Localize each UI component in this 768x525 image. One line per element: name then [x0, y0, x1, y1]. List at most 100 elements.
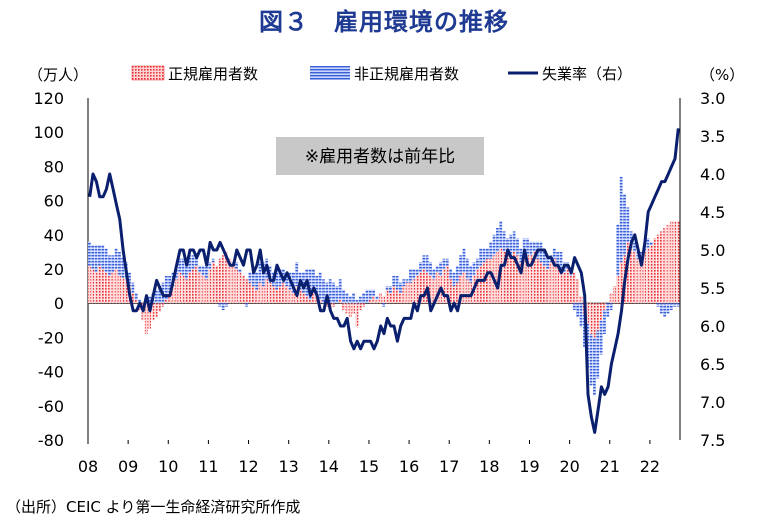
bar-nonregular [596, 330, 600, 379]
bar-nonregular [251, 272, 255, 287]
bar-nonregular [211, 258, 215, 263]
bar-regular [529, 255, 533, 304]
bar-nonregular [626, 207, 630, 242]
legend-label-regular: 正規雇用者数 [168, 65, 258, 83]
bar-nonregular [656, 303, 660, 307]
bar-nonregular [168, 275, 172, 293]
bar-nonregular [94, 245, 98, 273]
legend-label-nonregular: 非正規雇用者数 [354, 65, 459, 83]
bar-nonregular [198, 265, 202, 273]
bar-nonregular [245, 303, 248, 307]
bar-regular [402, 286, 406, 304]
annotation-box [276, 137, 484, 175]
bar-nonregular [342, 289, 345, 304]
x-tick-label: 15 [359, 457, 379, 476]
bar-nonregular [482, 248, 486, 263]
bar-nonregular [522, 238, 526, 259]
bar-regular [459, 275, 462, 304]
y-left-tick-label: 100 [33, 123, 64, 142]
bar-regular [429, 275, 432, 304]
bar-nonregular [174, 269, 178, 280]
bar-regular [164, 299, 168, 304]
bar-regular [261, 286, 265, 304]
bar-regular [596, 303, 600, 331]
bar-regular [258, 282, 262, 304]
bar-nonregular [529, 241, 533, 256]
x-tick-label: 22 [640, 457, 660, 476]
bar-regular [131, 292, 135, 304]
bar-regular [372, 296, 376, 304]
y-right-unit: （%） [700, 66, 744, 84]
bar-nonregular [201, 265, 205, 276]
bar-regular [174, 279, 178, 304]
bar-regular [666, 224, 670, 304]
y-right-tick-label: 4.5 [700, 203, 725, 222]
bar-regular [412, 279, 416, 304]
bar-regular [345, 303, 349, 314]
bar-nonregular [131, 282, 135, 293]
y-left-tick-label: 120 [33, 89, 64, 108]
bar-nonregular [101, 245, 105, 269]
bar-regular [586, 303, 590, 324]
bar-regular [479, 265, 483, 304]
bar-nonregular [128, 272, 131, 287]
bar-nonregular [646, 238, 650, 249]
unemployment-line [88, 128, 680, 434]
bar-regular [542, 265, 546, 304]
bar-regular [248, 282, 252, 304]
bar-nonregular [325, 282, 329, 304]
source-note: （出所）CEIC より第一生命経済研究所作成 [6, 498, 301, 516]
y-left-tick-label: 20 [44, 260, 64, 279]
bar-nonregular [603, 310, 606, 334]
bar-regular [616, 275, 620, 304]
y-right-tick-label: 3.0 [700, 89, 725, 108]
bar-nonregular [385, 286, 389, 290]
bar-regular [435, 272, 439, 304]
bar-nonregular [114, 248, 118, 269]
x-tick-label: 13 [278, 457, 298, 476]
bar-nonregular [593, 337, 596, 396]
bar-regular [101, 269, 105, 304]
bar-regular [626, 241, 630, 304]
bar-regular [255, 289, 258, 304]
bar-regular [275, 289, 279, 304]
bar-nonregular [355, 299, 359, 304]
bar-regular [649, 245, 653, 304]
y-right-tick-label: 5.0 [700, 241, 725, 260]
bar-regular [572, 272, 576, 304]
bar-regular [91, 269, 95, 304]
bar-nonregular [218, 303, 222, 307]
bar-regular [88, 265, 91, 304]
bar-regular [442, 269, 446, 304]
bar-regular [108, 275, 111, 304]
bar-nonregular [532, 241, 536, 252]
bar-nonregular [98, 245, 101, 266]
bar-regular [238, 272, 242, 304]
bar-regular [318, 299, 322, 304]
bar-regular [465, 279, 469, 304]
y-right-tick-label: 6.5 [700, 355, 725, 374]
bar-regular [171, 286, 175, 304]
bar-regular [225, 251, 228, 304]
bar-nonregular [663, 303, 667, 317]
bar-nonregular [121, 257, 125, 278]
bar-nonregular [512, 231, 516, 252]
bar-regular [629, 248, 633, 304]
bar-nonregular [639, 251, 643, 256]
bar-regular [178, 272, 182, 304]
bar-nonregular [649, 241, 653, 246]
bar-nonregular [148, 296, 151, 304]
y-left-tick-label: 40 [44, 226, 64, 245]
x-tick-label: 21 [600, 457, 620, 476]
bar-regular [669, 221, 673, 304]
bar-nonregular [281, 269, 285, 283]
bar-regular [211, 262, 215, 304]
bar-regular [546, 269, 549, 304]
bar-nonregular [506, 238, 509, 256]
bar-nonregular [108, 255, 111, 276]
bar-nonregular [238, 269, 242, 273]
bar-regular [646, 248, 650, 304]
bar-regular [288, 289, 292, 304]
bar-regular [292, 292, 295, 304]
x-tick-label: 18 [479, 457, 499, 476]
